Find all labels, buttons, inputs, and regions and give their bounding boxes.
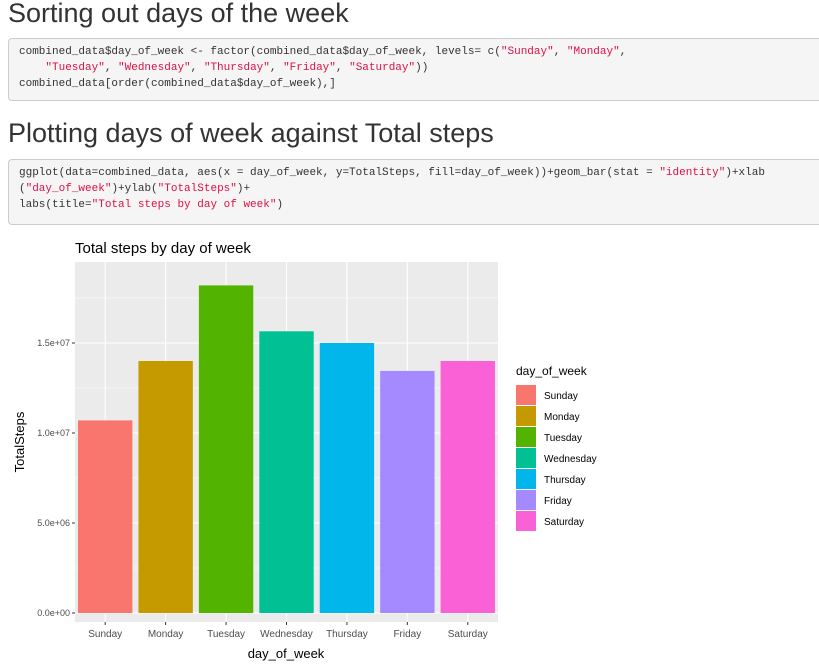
code-string-token: "Tuesday" xyxy=(45,62,105,74)
y-tick-label: 0.0e+00 xyxy=(37,608,70,618)
legend-swatch-tuesday xyxy=(516,427,536,447)
legend-swatch-sunday xyxy=(516,385,536,405)
code-string-token: "Sunday" xyxy=(500,46,554,58)
bar-saturday xyxy=(440,361,495,613)
code-token: , xyxy=(553,46,567,58)
code-token: , xyxy=(619,46,627,58)
y-axis: 0.0e+00 5.0e+06 1.0e+07 1.5e+07 xyxy=(37,338,75,618)
bars xyxy=(78,285,495,613)
y-tick-label: 1.5e+07 xyxy=(37,338,70,348)
bar-wednesday xyxy=(259,331,314,613)
legend-swatch-thursday xyxy=(516,469,536,489)
x-tick-label: Wednesday xyxy=(260,629,313,640)
legend-label-sunday: Sunday xyxy=(544,391,578,402)
code-block-sort-days: combined_data$day_of_week <- factor(comb… xyxy=(8,38,819,101)
code-token: ggplot(data=combined_data, aes(x = day_o… xyxy=(19,167,660,179)
code-line: combined_data[order(combined_data$day_of… xyxy=(19,78,336,90)
code-token: )) xyxy=(415,62,429,74)
legend: day_of_week Sunday Monday Tuesday Wednesday… xyxy=(516,364,597,531)
chart-title: Total steps by day of week xyxy=(75,240,251,257)
legend-swatch-saturday xyxy=(516,511,536,531)
code-line: labs(title="Total steps by day of week") xyxy=(19,199,283,211)
code-token: ( xyxy=(19,183,26,195)
code-string-token: "identity" xyxy=(659,167,726,179)
bar-thursday xyxy=(319,343,375,613)
legend-swatch-wednesday xyxy=(516,448,536,468)
legend-label-tuesday: Tuesday xyxy=(544,433,582,444)
legend-label-saturday: Saturday xyxy=(544,517,584,528)
x-axis: Sunday Monday Tuesday Wednesday Thursday Frid… xyxy=(88,622,488,640)
code-string-token: "Thursday" xyxy=(203,62,270,74)
code-string-token: "Saturday" xyxy=(349,62,416,74)
x-tick-label: Friday xyxy=(393,629,421,640)
y-tick-label: 1.0e+07 xyxy=(37,428,70,438)
bar-monday xyxy=(138,361,193,613)
x-tick-label: Saturday xyxy=(448,629,488,640)
code-token: combined_data[order(combined_data$day_of… xyxy=(19,78,336,90)
code-line: combined_data$day_of_week <- factor(comb… xyxy=(19,46,626,58)
bar-sunday xyxy=(78,420,133,613)
code-string-token: "Total steps by day of week" xyxy=(91,199,277,211)
code-string-token: "Wednesday" xyxy=(118,62,191,74)
x-tick-label: Monday xyxy=(148,629,184,640)
x-axis-label: day_of_week xyxy=(248,646,325,661)
legend-label-monday: Monday xyxy=(544,412,580,423)
legend-swatch-friday xyxy=(516,490,536,510)
code-line: "Tuesday", "Wednesday", "Thursday", "Fri… xyxy=(19,62,428,74)
bar-friday xyxy=(380,370,435,613)
code-string-token: "TotalSteps" xyxy=(157,183,237,195)
code-token: labs(title= xyxy=(19,199,92,211)
legend-label-wednesday: Wednesday xyxy=(544,454,597,465)
legend-title: day_of_week xyxy=(516,364,588,378)
section-heading-plot: Plotting days of week against Total step… xyxy=(8,118,494,148)
bar-tuesday xyxy=(198,285,254,613)
y-tick-label: 5.0e+06 xyxy=(37,518,70,528)
section-heading-sort-days: Sorting out days of the week xyxy=(8,0,349,28)
x-tick-label: Thursday xyxy=(326,629,368,640)
code-token: )+xlab xyxy=(725,167,765,179)
code-line: ggplot(data=combined_data, aes(x = day_o… xyxy=(19,167,765,179)
code-token: combined_data$day_of_week <- factor(comb… xyxy=(19,46,501,58)
code-string-token: "day_of_week" xyxy=(25,183,112,195)
code-token: , xyxy=(104,62,119,74)
code-token: , xyxy=(335,62,350,74)
code-line: ("day_of_week")+ylab("TotalSteps")+ xyxy=(19,183,250,195)
code-token: )+ylab( xyxy=(111,183,158,195)
code-block-plot: ggplot(data=combined_data, aes(x = day_o… xyxy=(8,159,819,225)
bar-chart-total-steps: Total steps by day of week 0.0e+00 5.0e+0… xyxy=(12,240,597,661)
code-token: , xyxy=(190,62,204,74)
legend-label-thursday: Thursday xyxy=(544,475,586,486)
code-string-token: "Monday" xyxy=(566,46,620,58)
code-token: , xyxy=(269,62,284,74)
code-token: )+ xyxy=(236,183,251,195)
legend-swatch-monday xyxy=(516,406,536,426)
y-axis-label: TotalSteps xyxy=(12,411,27,472)
code-token xyxy=(19,62,45,74)
x-tick-label: Sunday xyxy=(88,629,122,640)
x-tick-label: Tuesday xyxy=(207,629,245,640)
code-string-token: "Friday" xyxy=(283,62,336,74)
legend-label-friday: Friday xyxy=(544,496,572,507)
code-token: ) xyxy=(276,199,284,211)
